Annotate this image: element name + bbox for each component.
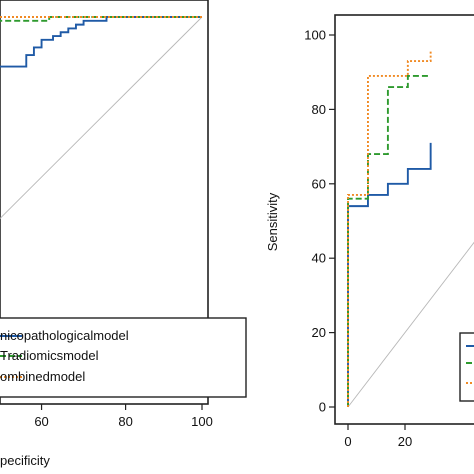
left-roc-panel: 60 80 100 nicopathologicalmodel Tradiomicsmo…	[0, 0, 247, 468]
right-reference-diagonal	[347, 241, 474, 408]
right-series-clinical-line	[347, 142, 432, 407]
left-plot-frame	[0, 0, 209, 405]
left-series-clinical-line	[0, 16, 202, 68]
right-ytick-label: 60	[312, 176, 326, 191]
right-ytick-label: 40	[312, 251, 326, 266]
left-reference-diagonal	[0, 16, 203, 220]
left-series-radiomics-line	[0, 16, 202, 22]
right-series-radiomics-line	[347, 74, 431, 407]
left-legend-box	[0, 317, 247, 398]
left-legend-label-clinical: nicopathologicalmodel	[0, 328, 129, 343]
left-x-axis-title: pecificity	[0, 453, 50, 468]
right-series-combined-line	[347, 49, 432, 407]
right-ytick-label: 0	[319, 400, 326, 415]
left-xtick-label: 60	[34, 414, 48, 429]
left-legend-label-radiomics: Tradiomicsmodel	[0, 348, 99, 363]
left-xtick-label: 80	[118, 414, 132, 429]
right-ytick-label: 20	[312, 325, 326, 340]
right-roc-panel: 0 20 0 20 40 60 80 100 Sensitivity	[265, 14, 474, 449]
right-legend-box	[459, 332, 474, 402]
right-xtick-label: 20	[398, 434, 412, 449]
left-legend-label-combined: ombinedmodel	[0, 369, 85, 384]
right-y-axis-title: Sensitivity	[265, 192, 280, 251]
right-ytick-label: 80	[312, 102, 326, 117]
right-ytick-label: 100	[304, 28, 326, 43]
right-plot-frame	[334, 14, 474, 425]
right-xtick-label: 0	[344, 434, 351, 449]
left-xtick-label: 100	[191, 414, 213, 429]
